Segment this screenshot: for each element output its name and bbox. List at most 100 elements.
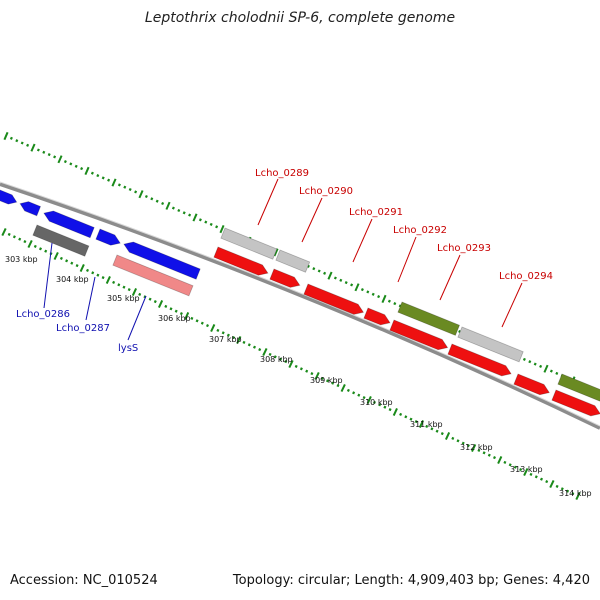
outer-ring-major-tick [84, 166, 90, 175]
leader-line-lcho-0294 [501, 282, 523, 328]
leader-line-lcho-0286 [43, 242, 53, 309]
outer-ring-minor-tick [74, 164, 78, 168]
inner-ring-minor-tick [143, 295, 147, 299]
gene-arrow-red-2 [269, 268, 301, 288]
gene-arrow-red-5 [389, 319, 449, 351]
kbp-label: 313 kbp [510, 465, 543, 474]
outer-ring-minor-tick [107, 178, 111, 182]
inner-ring-minor-tick [205, 324, 210, 328]
outer-ring-minor-tick [323, 271, 327, 275]
gene-arrow-red-8 [551, 389, 600, 417]
accession-text: Accession: NC_010524 [10, 573, 158, 588]
outer-ring-minor-tick [123, 185, 127, 189]
inner-ring-minor-tick [179, 312, 183, 316]
outer-ring-minor-tick [155, 199, 159, 203]
inner-ring-major-tick [210, 323, 216, 333]
genome-summary-text: Topology: circular; Length: 4,909,403 bp… [232, 573, 590, 588]
gene-arrow-lcho-0287 [112, 254, 194, 297]
inner-ring-minor-tick [195, 319, 199, 323]
inner-ring-major-tick [366, 395, 372, 405]
outer-ring-minor-tick [312, 267, 316, 271]
outer-ring-major-tick [57, 155, 63, 164]
inner-ring-minor-tick [200, 321, 204, 325]
outer-ring-minor-tick [144, 194, 148, 199]
outer-ring-minor-tick [171, 206, 175, 210]
outer-ring-major-tick [381, 294, 387, 303]
inner-ring-minor-tick [529, 472, 533, 476]
outer-ring-major-tick [165, 201, 171, 210]
gene-label-lcho-0287: Lcho_0287 [56, 323, 110, 334]
outer-ring-minor-tick [306, 264, 310, 268]
outer-ring-minor-tick [15, 139, 19, 143]
inner-ring-minor-tick [492, 456, 497, 460]
kbp-label: 303 kbp [5, 255, 38, 264]
inner-ring-minor-tick [383, 405, 387, 409]
outer-ring-minor-tick [96, 174, 100, 178]
gene-arrow-lcho-0293 [457, 326, 524, 363]
inner-ring-minor-tick [85, 268, 90, 272]
inner-ring-minor-tick [23, 240, 27, 244]
inner-ring-minor-tick [357, 393, 361, 397]
inner-ring-minor-tick [117, 283, 121, 287]
inner-ring-minor-tick [65, 259, 69, 263]
inner-ring-minor-tick [508, 463, 512, 467]
outer-ring-minor-tick [339, 278, 343, 282]
inner-ring-major-tick [27, 239, 33, 249]
inner-ring-minor-tick [18, 237, 22, 241]
inner-ring-minor-tick [299, 367, 303, 371]
inner-ring-minor-tick [75, 264, 79, 268]
outer-ring-major-tick [273, 248, 279, 257]
inner-ring-major-tick [497, 455, 503, 465]
inner-ring-major-tick [523, 467, 529, 477]
inner-ring-minor-tick [566, 489, 570, 493]
inner-ring-minor-tick [325, 379, 330, 383]
inner-ring-major-tick [184, 311, 190, 321]
gene-label-lcho-0289: Lcho_0289 [255, 168, 309, 179]
kbp-label: 306 kbp [158, 314, 191, 323]
inner-ring-minor-tick [232, 336, 236, 340]
outer-ring-minor-tick [377, 295, 381, 299]
inner-ring-major-tick [392, 407, 398, 417]
inner-ring-minor-tick [336, 384, 340, 388]
inner-ring-minor-tick [487, 453, 491, 457]
genome-title: Leptothrix cholodnii SP-6, complete geno… [144, 10, 456, 26]
inner-ring-minor-tick [221, 331, 225, 335]
inner-ring-minor-tick [268, 352, 272, 356]
inner-tick-ring [1, 227, 581, 501]
gene-arrow-lcho-0294 [557, 373, 600, 402]
inner-ring-minor-tick [372, 400, 377, 404]
inner-ring-minor-tick [346, 388, 350, 392]
inner-ring-major-tick [1, 227, 7, 237]
inner-ring-minor-tick [560, 487, 564, 491]
kbp-label: 305 kbp [107, 294, 140, 303]
gene-label-lyss: lysS [118, 343, 138, 354]
inner-ring-major-tick [79, 263, 85, 273]
outer-ring-minor-tick [533, 362, 537, 366]
inner-ring-minor-tick [294, 364, 298, 368]
gene-arrow-lcho-0289 [220, 227, 278, 260]
inner-ring-minor-tick [534, 475, 538, 479]
inner-ring-minor-tick [284, 360, 288, 364]
outer-ring-major-tick [354, 283, 360, 292]
inner-ring-major-tick [549, 479, 555, 489]
inner-ring-minor-tick [503, 460, 507, 464]
inner-ring-minor-tick [399, 412, 403, 416]
outer-ring-minor-tick [117, 183, 121, 187]
outer-ring-minor-tick [47, 153, 51, 157]
outer-ring-minor-tick [198, 218, 202, 222]
inner-ring-major-tick [575, 491, 581, 501]
outer-ring-minor-tick [215, 225, 219, 229]
kbp-label: 304 kbp [56, 275, 89, 284]
inner-ring-minor-tick [430, 427, 434, 431]
outer-ring-minor-tick [182, 211, 186, 215]
inner-ring-minor-tick [153, 300, 157, 304]
inner-ring-major-tick [262, 347, 268, 357]
gene-arrow-red-6 [447, 343, 512, 377]
leader-line-lcho-0287 [85, 276, 96, 321]
inner-ring-major-tick [314, 371, 320, 381]
outer-ring-minor-tick [20, 141, 24, 145]
gene-arrow-red-1 [213, 246, 269, 276]
inner-ring-minor-tick [91, 271, 95, 275]
inner-ring-minor-tick [174, 309, 178, 313]
